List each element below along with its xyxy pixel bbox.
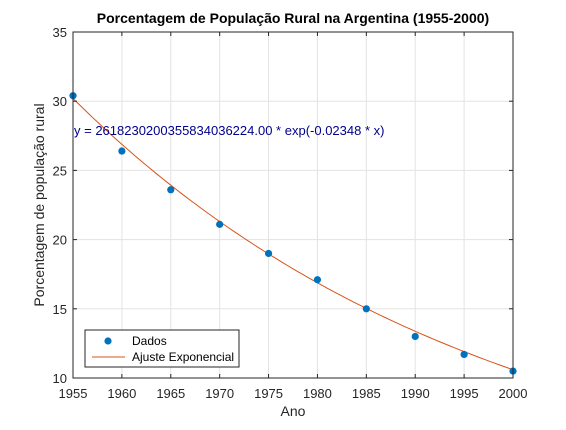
fit-layer (72, 98, 514, 371)
x-tick-label: 1955 (59, 386, 88, 401)
x-tick-label: 1995 (450, 386, 479, 401)
legend-marker-dados (104, 337, 112, 345)
data-point-dados (313, 276, 322, 284)
data-point-dados (118, 147, 126, 155)
x-tick-label: 1975 (254, 386, 283, 401)
y-tick-label: 35 (53, 25, 67, 40)
marker-layer (69, 92, 517, 375)
y-tick-label: 10 (53, 371, 67, 386)
data-point-dados (167, 186, 175, 194)
y-axis-title: Porcentagem de população rural (31, 103, 47, 306)
plot-area (73, 32, 513, 378)
fit-equation-annotation: y = 261823020035583403622​4.00 * exp(-0.… (74, 123, 384, 138)
plot-frame (72, 31, 514, 379)
y-tick-label: 30 (53, 94, 67, 109)
y-tick-label: 25 (53, 163, 67, 178)
x-tick-label: 1985 (352, 386, 381, 401)
x-tick-label: 1990 (401, 386, 430, 401)
legend-label-ajuste: Ajuste Exponencial (132, 350, 234, 364)
chart-title: Porcentagem de População Rural na Argent… (97, 10, 489, 26)
ticks: 1955 1960 1965 1970 1975 1980 1985 1990 1995 2000… (53, 25, 528, 401)
series-line-ajuste-exponencial (72, 98, 514, 371)
legend-box (84, 329, 240, 368)
x-tick-label: 1970 (205, 386, 234, 401)
data-point-dados (264, 249, 273, 258)
legend: Dados Ajuste Exponencial (84, 329, 240, 368)
x-axis-title: Ano (281, 403, 306, 419)
data-point-dados (362, 305, 370, 313)
legend-label-dados: Dados (132, 334, 167, 348)
x-tick-label: 2000 (499, 386, 528, 401)
x-tick-label: 1965 (156, 386, 185, 401)
data-point-dados (411, 332, 419, 341)
y-tick-label: 20 (53, 233, 67, 248)
x-tick-label: 1960 (107, 386, 136, 401)
x-tick-label: 1980 (303, 386, 332, 401)
data-point-dados (216, 220, 224, 228)
data-point-dados (460, 350, 468, 359)
y-tick-label: 15 (53, 302, 67, 317)
